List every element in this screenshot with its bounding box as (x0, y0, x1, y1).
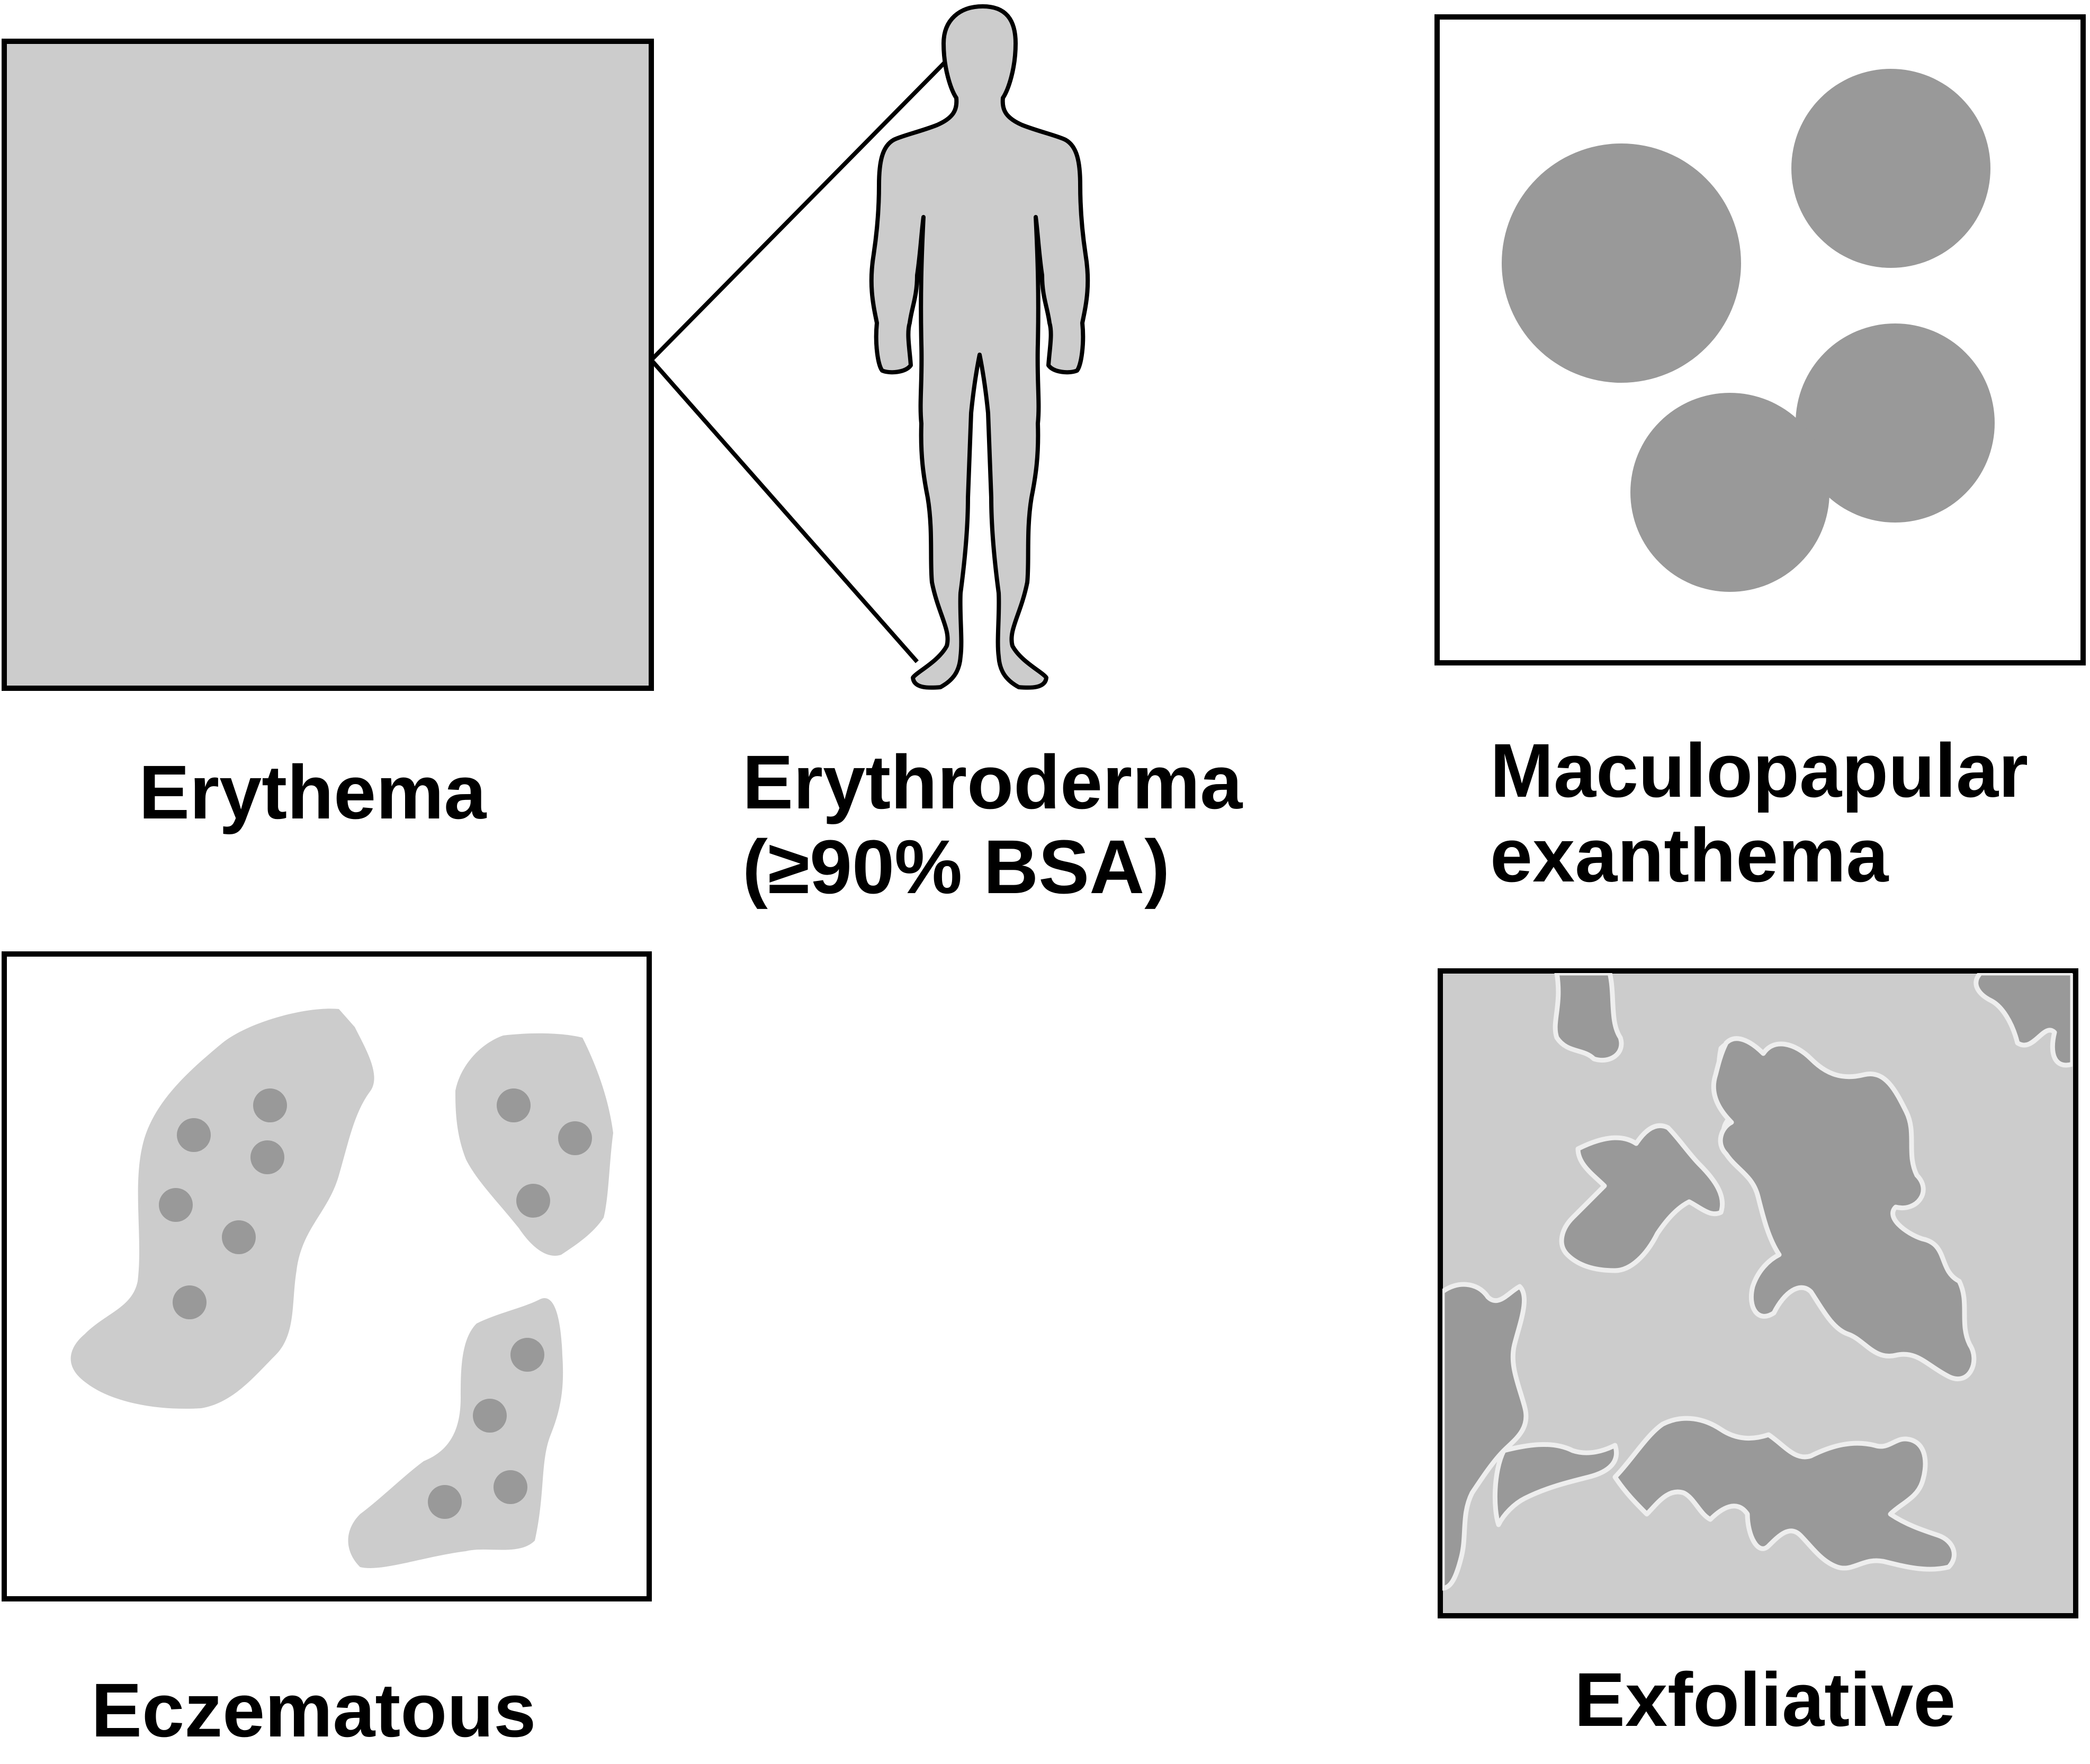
erythroderma-label-line1: Erythroderma (742, 740, 1243, 825)
human-body-silhouette-icon (869, 4, 1090, 690)
eczematous-label: Eczematous (91, 1668, 536, 1753)
macule-large (1502, 143, 1741, 383)
scale-flake (1612, 1416, 1957, 1572)
scale-flake (1559, 1123, 1725, 1273)
papule (558, 1121, 592, 1155)
papule (250, 1140, 284, 1174)
eczematous-panel (2, 951, 652, 1601)
exfoliative-label: Exfoliative (1574, 1657, 1956, 1742)
macule-top-right (1791, 69, 1990, 268)
erythroderma-label-line2: (≥90% BSA) (742, 824, 1170, 910)
exfoliative-panel (1438, 968, 2078, 1618)
papule (253, 1088, 287, 1122)
papule (494, 1470, 527, 1504)
erythema-panel (2, 39, 654, 691)
scale-flake (1492, 1442, 1619, 1527)
macule-right (1796, 323, 1995, 523)
maculopapular-label-line2: exanthema (1490, 813, 1889, 898)
erythema-label: Erythema (139, 750, 487, 835)
papule (497, 1088, 531, 1122)
maculopapular-label-line1: Maculopapular (1490, 728, 2029, 813)
papule (173, 1285, 207, 1319)
scale-flake (1974, 973, 2073, 1068)
zoom-line-bottom (649, 358, 919, 663)
papule (222, 1220, 256, 1254)
papule (516, 1184, 550, 1218)
papule (428, 1485, 462, 1519)
macule-bottom (1630, 393, 1829, 592)
eczema-papules (159, 1088, 592, 1519)
scale-flake (1553, 973, 1624, 1063)
papule (159, 1188, 193, 1222)
eczema-patch-large (70, 1009, 374, 1409)
scale-flake (1442, 1282, 1529, 1591)
scale-flake (1711, 1036, 1977, 1382)
zoom-line-top (650, 57, 950, 362)
eczema-patch-top-right (455, 1033, 613, 1256)
papule (510, 1338, 544, 1372)
papule (473, 1399, 507, 1433)
papule (177, 1118, 211, 1152)
maculopapular-panel (1434, 14, 2086, 665)
